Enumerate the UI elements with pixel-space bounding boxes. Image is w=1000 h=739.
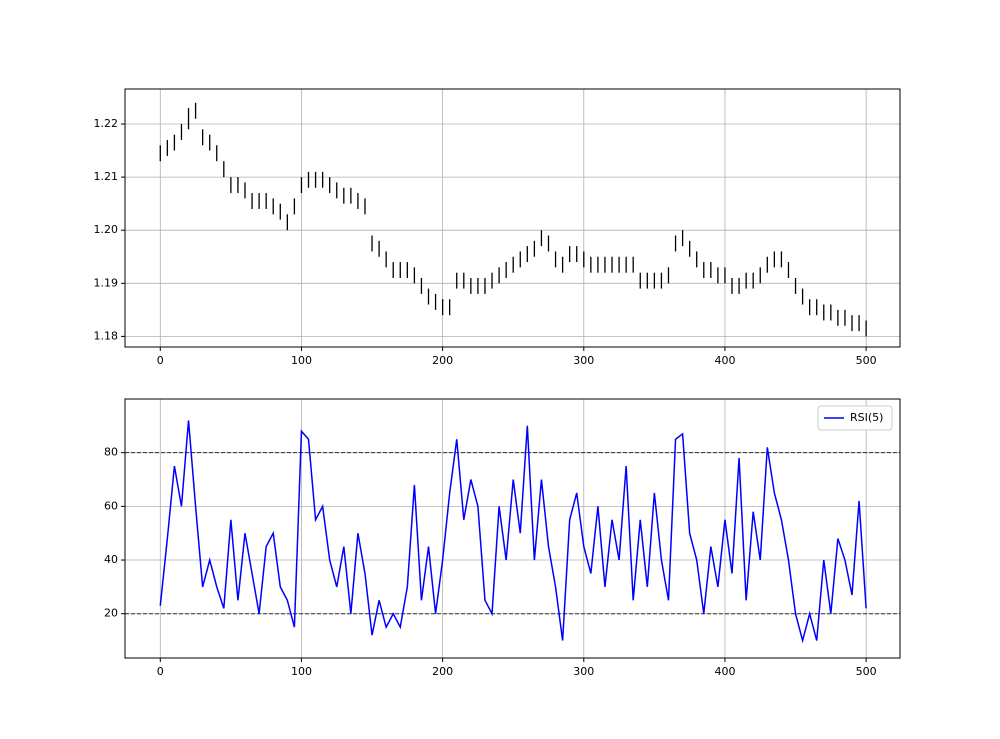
y-tick-label: 1.21 — [94, 170, 119, 183]
x-tick-label: 100 — [291, 665, 312, 678]
y-tick-label: 1.22 — [94, 117, 119, 130]
x-tick-label: 200 — [432, 665, 453, 678]
x-tick-label: 500 — [856, 665, 877, 678]
y-tick-label: 40 — [104, 553, 118, 566]
x-tick-label: 0 — [157, 665, 164, 678]
legend-box — [817, 405, 893, 431]
y-tick-label: 80 — [104, 446, 118, 459]
x-tick-label: 400 — [714, 354, 735, 367]
axes-frame — [124, 398, 901, 659]
x-tick-label: 400 — [714, 665, 735, 678]
x-tick-label: 300 — [573, 354, 594, 367]
y-tick-label: 20 — [104, 607, 118, 620]
axes-frame — [124, 88, 901, 348]
x-tick-label: 300 — [573, 665, 594, 678]
rsi-line — [159, 420, 867, 644]
y-tick-label: 60 — [104, 499, 118, 512]
legend-label: RSI(5) — [850, 411, 883, 424]
x-tick-label: 0 — [157, 354, 164, 367]
x-tick-label: 100 — [291, 354, 312, 367]
y-tick-label: 1.20 — [94, 223, 119, 236]
y-tick-label: 1.18 — [94, 329, 119, 342]
y-tick-label: 1.19 — [94, 276, 119, 289]
x-tick-label: 500 — [856, 354, 877, 367]
x-tick-label: 200 — [432, 354, 453, 367]
